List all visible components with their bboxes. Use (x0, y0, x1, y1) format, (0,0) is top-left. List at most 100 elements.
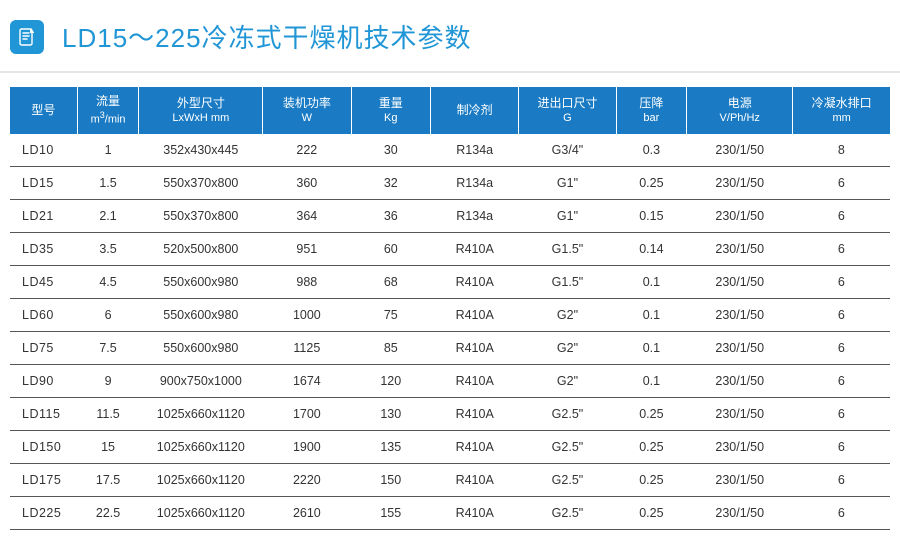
col-header-conn: 进出口尺寸G (519, 87, 616, 134)
cell-flow: 22.5 (77, 497, 139, 530)
cell-drain: 8 (793, 134, 890, 167)
cell-flow: 9 (77, 365, 139, 398)
cell-dim: 1025x660x1120 (139, 464, 263, 497)
cell-conn: G1" (519, 200, 616, 233)
cell-refr: R410A (431, 233, 519, 266)
cell-weight: 135 (351, 431, 431, 464)
cell-dim: 1025x660x1120 (139, 398, 263, 431)
cell-refr: R134a (431, 134, 519, 167)
cell-refr: R410A (431, 398, 519, 431)
cell-power: 951 (263, 233, 351, 266)
cell-drop: 0.25 (616, 464, 687, 497)
cell-power: 1000 (263, 299, 351, 332)
cell-power: 1900 (263, 431, 351, 464)
cell-weight: 68 (351, 266, 431, 299)
cell-refr: R134a (431, 167, 519, 200)
cell-dim: 1025x660x1120 (139, 497, 263, 530)
cell-dim: 520x500x800 (139, 233, 263, 266)
table-row: LD212.1550x370x80036436R134aG1"0.15230/1… (10, 200, 890, 233)
table-row: LD11511.51025x660x11201700130R410AG2.5"0… (10, 398, 890, 431)
cell-power: 1674 (263, 365, 351, 398)
cell-dim: 550x370x800 (139, 167, 263, 200)
cell-dim: 352x430x445 (139, 134, 263, 167)
table-row: LD454.5550x600x98098868R410AG1.5"0.1230/… (10, 266, 890, 299)
cell-model: LD45 (10, 266, 77, 299)
col-header-drain: 冷凝水排口mm (793, 87, 890, 134)
table-row: LD22522.51025x660x11202610155R410AG2.5"0… (10, 497, 890, 530)
col-header-refr: 制冷剂 (431, 87, 519, 134)
cell-refr: R134a (431, 200, 519, 233)
cell-drain: 6 (793, 200, 890, 233)
cell-drain: 6 (793, 497, 890, 530)
cell-refr: R410A (431, 431, 519, 464)
cell-power: 988 (263, 266, 351, 299)
cell-elec: 230/1/50 (687, 398, 793, 431)
spec-table-container: 型号流量m3/min外型尺寸LxWxH mm装机功率W重量Kg制冷剂进出口尺寸G… (0, 73, 900, 540)
cell-elec: 230/1/50 (687, 299, 793, 332)
table-row: LD353.5520x500x80095160R410AG1.5"0.14230… (10, 233, 890, 266)
cell-drop: 0.25 (616, 431, 687, 464)
col-header-drop: 压降bar (616, 87, 687, 134)
cell-drop: 0.25 (616, 167, 687, 200)
cell-power: 2610 (263, 497, 351, 530)
cell-model: LD60 (10, 299, 77, 332)
cell-flow: 2.1 (77, 200, 139, 233)
cell-model: LD75 (10, 332, 77, 365)
cell-model: LD10 (10, 134, 77, 167)
cell-flow: 1.5 (77, 167, 139, 200)
cell-conn: G2.5" (519, 497, 616, 530)
cell-flow: 7.5 (77, 332, 139, 365)
cell-drain: 6 (793, 266, 890, 299)
table-row: LD101352x430x44522230R134aG3/4"0.3230/1/… (10, 134, 890, 167)
table-header: 型号流量m3/min外型尺寸LxWxH mm装机功率W重量Kg制冷剂进出口尺寸G… (10, 87, 890, 134)
cell-flow: 15 (77, 431, 139, 464)
cell-drain: 6 (793, 398, 890, 431)
cell-weight: 60 (351, 233, 431, 266)
cell-flow: 3.5 (77, 233, 139, 266)
cell-power: 360 (263, 167, 351, 200)
cell-conn: G2.5" (519, 431, 616, 464)
cell-drain: 6 (793, 332, 890, 365)
cell-elec: 230/1/50 (687, 365, 793, 398)
cell-flow: 11.5 (77, 398, 139, 431)
cell-model: LD90 (10, 365, 77, 398)
cell-weight: 120 (351, 365, 431, 398)
document-icon (10, 20, 44, 54)
cell-drain: 6 (793, 233, 890, 266)
cell-dim: 550x600x980 (139, 266, 263, 299)
cell-drop: 0.1 (616, 332, 687, 365)
cell-model: LD15 (10, 167, 77, 200)
cell-conn: G2" (519, 299, 616, 332)
cell-drain: 6 (793, 167, 890, 200)
table-row: LD606550x600x980100075R410AG2"0.1230/1/5… (10, 299, 890, 332)
cell-dim: 550x600x980 (139, 332, 263, 365)
cell-elec: 230/1/50 (687, 497, 793, 530)
cell-elec: 230/1/50 (687, 167, 793, 200)
cell-elec: 230/1/50 (687, 464, 793, 497)
cell-refr: R410A (431, 266, 519, 299)
cell-weight: 85 (351, 332, 431, 365)
cell-power: 222 (263, 134, 351, 167)
cell-model: LD225 (10, 497, 77, 530)
cell-elec: 230/1/50 (687, 233, 793, 266)
cell-refr: R410A (431, 497, 519, 530)
cell-refr: R410A (431, 365, 519, 398)
cell-drain: 6 (793, 365, 890, 398)
cell-drain: 6 (793, 431, 890, 464)
col-header-elec: 电源V/Ph/Hz (687, 87, 793, 134)
cell-refr: R410A (431, 299, 519, 332)
cell-weight: 36 (351, 200, 431, 233)
spec-table: 型号流量m3/min外型尺寸LxWxH mm装机功率W重量Kg制冷剂进出口尺寸G… (10, 87, 890, 530)
cell-model: LD115 (10, 398, 77, 431)
cell-weight: 30 (351, 134, 431, 167)
page-header: LD15～225冷冻式干燥机技术参数 (0, 0, 900, 73)
cell-conn: G3/4" (519, 134, 616, 167)
cell-elec: 230/1/50 (687, 431, 793, 464)
page-title: LD15～225冷冻式干燥机技术参数 (62, 18, 472, 55)
cell-flow: 1 (77, 134, 139, 167)
cell-drop: 0.1 (616, 365, 687, 398)
col-header-flow: 流量m3/min (77, 87, 139, 134)
cell-model: LD175 (10, 464, 77, 497)
cell-conn: G2" (519, 365, 616, 398)
cell-power: 364 (263, 200, 351, 233)
